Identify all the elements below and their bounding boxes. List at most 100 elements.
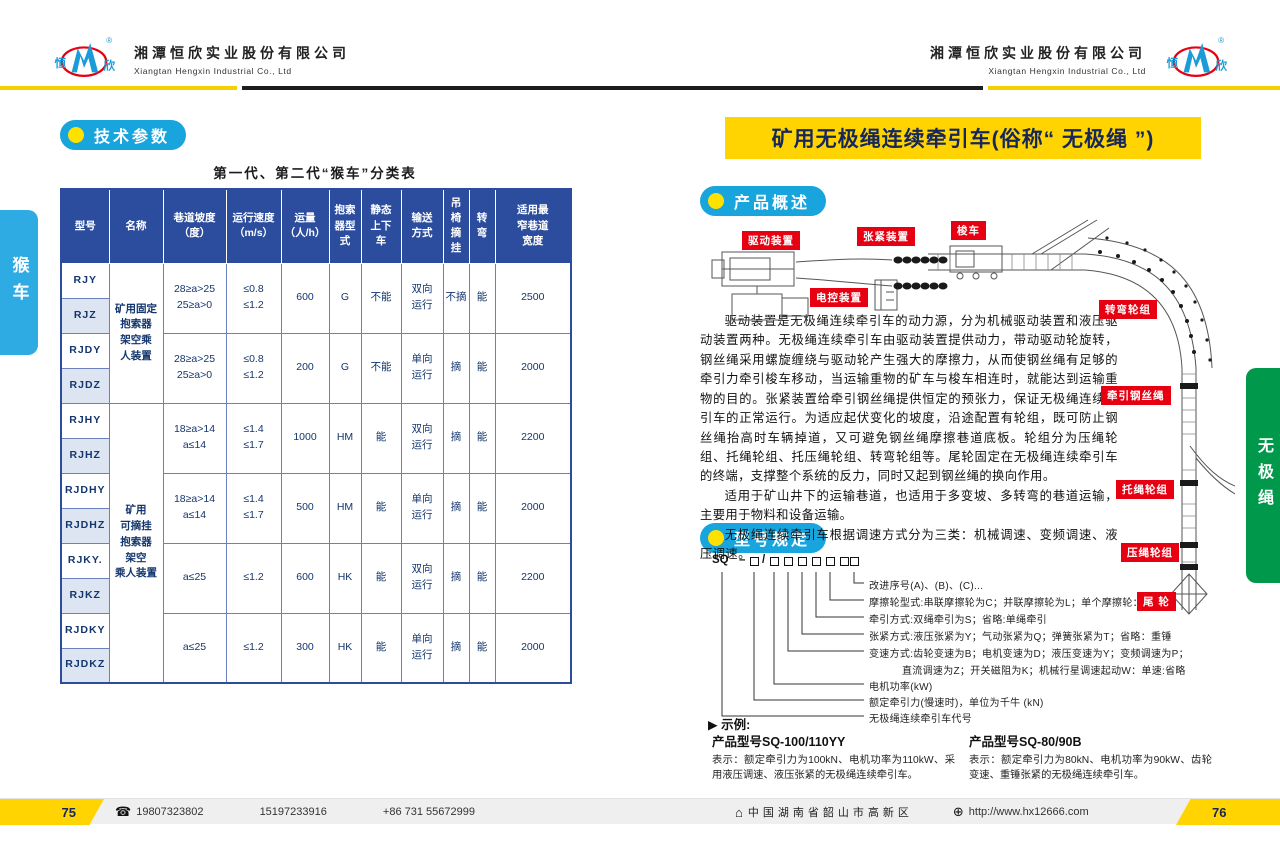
data-cell: 500 [280, 472, 330, 544]
phone-number: 19807323802 [136, 806, 204, 818]
data-cell: 能 [468, 332, 496, 404]
data-cell: 2200 [494, 542, 572, 614]
data-cell: 能 [468, 542, 496, 614]
code-box [812, 557, 821, 566]
data-cell: a≤25 [162, 612, 227, 684]
paragraph: 适用于矿山井下的运输巷道，也适用于多变坡、多转弯的巷道运输，主要用于物料和设备运… [700, 488, 1118, 523]
diagram-label: 张紧装置 [857, 227, 915, 246]
model-cell: RJHY [60, 402, 110, 439]
code-box [850, 557, 859, 566]
model-code-row: SQ – / [706, 554, 1196, 570]
model-cell: RJDY [60, 332, 110, 369]
examples: 产品型号SQ-100/110YY 表示：额定牵引力为100kN、电机功率为110k… [712, 731, 1212, 784]
table-row: RJDKY a≤25 ≤1.2 300 HK 能单向 运行摘能 2000 [60, 612, 572, 684]
code-box [770, 557, 779, 566]
data-cell: ≤0.8 ≤1.2 [225, 262, 282, 334]
example-desc: 表示：额定牵引力为80kN、电机功率为90kW、齿轮变速、重锤张紧的无极绳连续牵… [969, 755, 1212, 782]
code-meaning-line: 牵引方式:双绳牵引为S；省略:单绳牵引 [869, 615, 1047, 626]
code-meaning-line: 额定牵引力(慢速时)，单位为千牛 (kN) [869, 698, 1044, 709]
footer-contacts: ☎ 19807323802 15197233916 +86 731 55672999 [115, 799, 475, 825]
data-cell: 18≥a>14 a≤14 [162, 472, 227, 544]
data-cell: ≤1.2 [225, 542, 282, 614]
data-cell: 2000 [494, 612, 572, 684]
model-cell: RJKZ [60, 577, 110, 614]
page-title-banner: 矿用无极绳连续牵引车(俗称“ 无极绳 ”) [725, 117, 1201, 159]
model-cell: RJDKY [60, 612, 110, 649]
column-header: 巷道坡度 （度） [162, 188, 227, 264]
section-pill-tech-params: 技术参数 [60, 120, 187, 150]
model-cell: RJDHY [60, 472, 110, 509]
data-cell: 200 [280, 332, 330, 404]
code-meaning-line: 改进序号(A)、(B)、(C)... [869, 581, 984, 592]
data-cell: 28≥a>25 25≥a>0 [162, 262, 227, 334]
model-cell: RJKY. [60, 542, 110, 579]
data-cell: 单向 运行 [400, 472, 444, 544]
phone-number: 15197233916 [259, 806, 327, 818]
device-name-cell: 矿用固定 抱索器 架空乘 人装置 [108, 262, 164, 404]
header-right: 恒 欣 ® 湘潭恒欣实业股份有限公司 Xiangtan Hengxin Indu… [930, 30, 1236, 88]
data-cell: HM [328, 472, 362, 544]
column-header: 转 弯 [468, 188, 496, 264]
table-row: RJDHY 18≥a>14 a≤14 ≤1.4 ≤1.7 500 HM 能单向 运行摘能 2… [60, 472, 572, 544]
data-cell: 摘 [442, 542, 470, 614]
data-cell: 能 [468, 402, 496, 474]
model-cell: RJDKZ [60, 647, 110, 684]
data-cell: 摘 [442, 332, 470, 404]
svg-text:欣: 欣 [1216, 59, 1228, 73]
code-dash: – [739, 554, 746, 566]
company-name-cn: 湘潭恒欣实业股份有限公司 [134, 44, 350, 61]
code-meaning-line: 张紧方式:液压张紧为Y；气动张紧为Q；弹簧张紧为T；省略：重锤 [869, 632, 1172, 643]
column-header: 名称 [108, 188, 164, 264]
column-header: 适用最 窄巷道 宽度 [494, 188, 572, 264]
data-cell: HK [328, 542, 362, 614]
data-cell: 不能 [360, 332, 402, 404]
data-cell: 1000 [280, 402, 330, 474]
table-row: RJDHZ [60, 507, 571, 544]
diagram-label: 托绳轮组 [1116, 480, 1174, 499]
example-block: 产品型号SQ-100/110YY 表示：额定牵引力为100kN、电机功率为110k… [712, 731, 955, 784]
paragraph: 驱动装置是无极绳连续牵引车的动力源，分为机械驱动装置和液压驱动装置两种。无极绳连… [700, 314, 1118, 484]
section-title: 技术参数 [94, 129, 171, 146]
globe-icon: ⊕ [952, 804, 964, 819]
company-logo-icon: 恒 欣 ® [55, 36, 116, 77]
data-cell: 双向 运行 [400, 402, 444, 474]
model-cell: RJZ [60, 297, 110, 334]
model-cell: RJDZ [60, 367, 110, 404]
section-title: 产品概述 [734, 195, 811, 212]
code-prefix: SQ [712, 554, 729, 566]
section-title: 型号规定 [734, 532, 811, 549]
code-box [798, 557, 807, 566]
data-cell: 300 [280, 612, 330, 684]
data-cell: 双向 运行 [400, 262, 444, 334]
address-text: 中国湖南省韶山市高新区 [747, 807, 913, 819]
brand-right-char: 欣 [104, 59, 116, 73]
column-header: 吊 椅 摘 挂 [442, 188, 470, 264]
data-cell: 28≥a>25 25≥a>0 [162, 332, 227, 404]
pill-dot-icon [708, 193, 724, 209]
table-body: RJY 矿用固定 抱索器 架空乘 人装置 28≥a>25 25≥a>0 ≤0.8 ≤1… [60, 262, 572, 684]
section-pill-overview: 产品概述 [700, 186, 827, 216]
phone-icon: ☎ [115, 804, 132, 819]
section-pill-model-spec: 型号规定 [700, 523, 827, 553]
code-connectors [721, 572, 864, 717]
example-model: 产品型号SQ-100/110YY [712, 735, 846, 749]
table-row: RJZ [60, 297, 571, 334]
data-cell: 摘 [442, 472, 470, 544]
diagram-label: 电控装置 [810, 288, 868, 307]
data-cell: 能 [468, 472, 496, 544]
table-row: RJKY. a≤25 ≤1.2 600 HK 能双向 运行摘能 2200 [60, 542, 572, 614]
code-meaning-line: 直流调速为Z；开关磁阻为K；机械行星调速起动W：单速:省略 [902, 666, 1186, 677]
paragraph: 无极绳连续牵引车根据调速方式分为三类：机械调速、变频调速、液压调速。 [700, 527, 1118, 562]
data-cell: 600 [280, 262, 330, 334]
header-divider [0, 86, 1280, 91]
data-cell: 2500 [494, 262, 572, 334]
diagram-label: 驱动装置 [742, 231, 800, 250]
website-url: http://www.hx12666.com [968, 806, 1089, 818]
data-cell: 能 [360, 542, 402, 614]
data-cell: 600 [280, 542, 330, 614]
svg-text:恒: 恒 [1167, 56, 1179, 70]
data-cell: 单向 运行 [400, 332, 444, 404]
table-row: RJHZ [60, 437, 571, 474]
header-left: 恒 欣 ® 湘潭恒欣实业股份有限公司 Xiangtan Hengxin Indu… [44, 30, 350, 88]
